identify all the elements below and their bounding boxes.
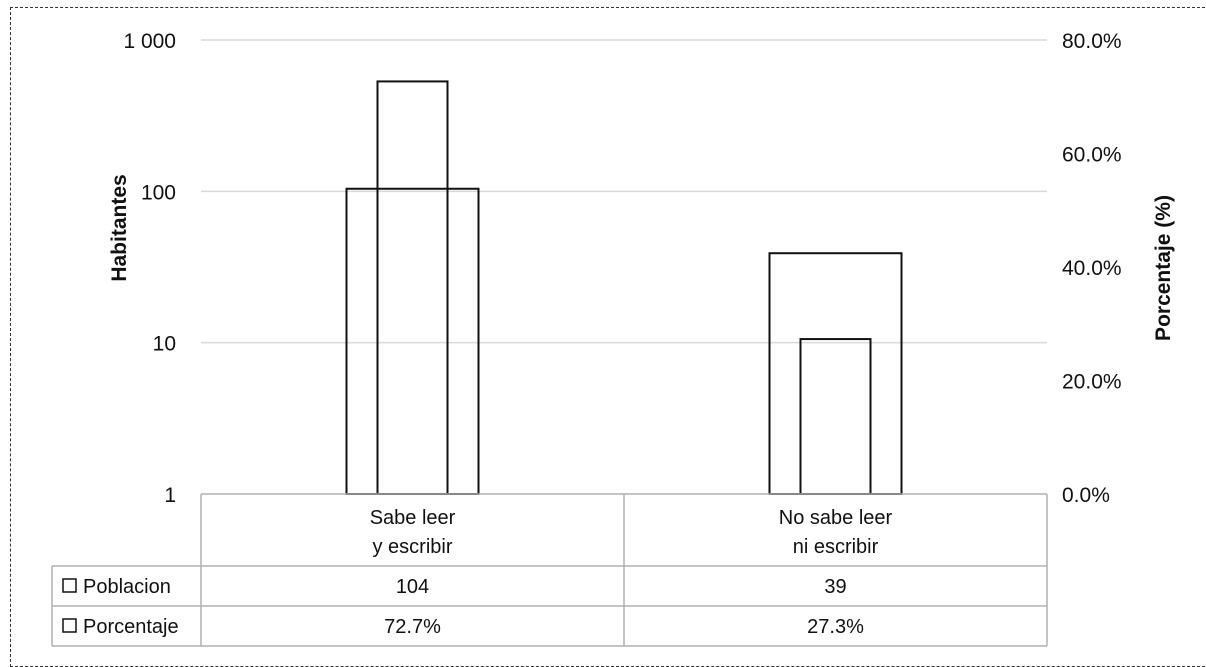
y2-tick-label: 40.0% xyxy=(1062,257,1122,280)
legend-label: Porcentaje xyxy=(83,616,179,638)
y2-tick-label: 0.0% xyxy=(1062,484,1110,507)
data-label: 27.3% xyxy=(807,616,864,638)
y-axis-title: Habitantes xyxy=(108,174,131,281)
y-axis-ticks: 1 10 100 1 000 xyxy=(123,30,176,507)
y2-tick-label: 80.0% xyxy=(1062,30,1122,53)
gridlines xyxy=(201,39,1047,344)
y2-axis-title: Porcentaje (%) xyxy=(1152,195,1175,341)
bar-porcentaje xyxy=(799,338,872,496)
x-tick-label: No sabe leer xyxy=(779,507,893,529)
y-tick-label: 1 xyxy=(164,484,176,507)
bars xyxy=(345,80,903,496)
bar-poblacion xyxy=(345,187,480,495)
legend-key-porcentaje xyxy=(62,618,77,633)
x-tick-label: Sabe leer xyxy=(370,507,456,529)
y2-tick-label: 60.0% xyxy=(1062,144,1122,167)
data-label: 39 xyxy=(824,576,846,598)
legend-label: Poblacion xyxy=(83,576,171,598)
y2-tick-label: 20.0% xyxy=(1062,371,1122,394)
data-label: 72.7% xyxy=(384,616,441,638)
legend-key-poblacion xyxy=(62,578,77,593)
bar-porcentaje xyxy=(376,80,449,496)
x-tick-label: y escribir xyxy=(372,536,452,558)
bar-poblacion xyxy=(768,252,903,495)
x-tick-label: ni escribir xyxy=(793,536,879,558)
y-tick-label: 100 xyxy=(141,181,176,204)
data-label: 104 xyxy=(396,576,429,598)
y-tick-label: 10 xyxy=(153,333,176,356)
data-table: Sabe leer y escribir No sabe leer ni escrib… xyxy=(51,493,1048,647)
y-tick-label: 1 000 xyxy=(123,30,176,53)
y2-axis-ticks: 0.0% 20.0% 40.0% 60.0% 80.0% xyxy=(1062,30,1122,507)
